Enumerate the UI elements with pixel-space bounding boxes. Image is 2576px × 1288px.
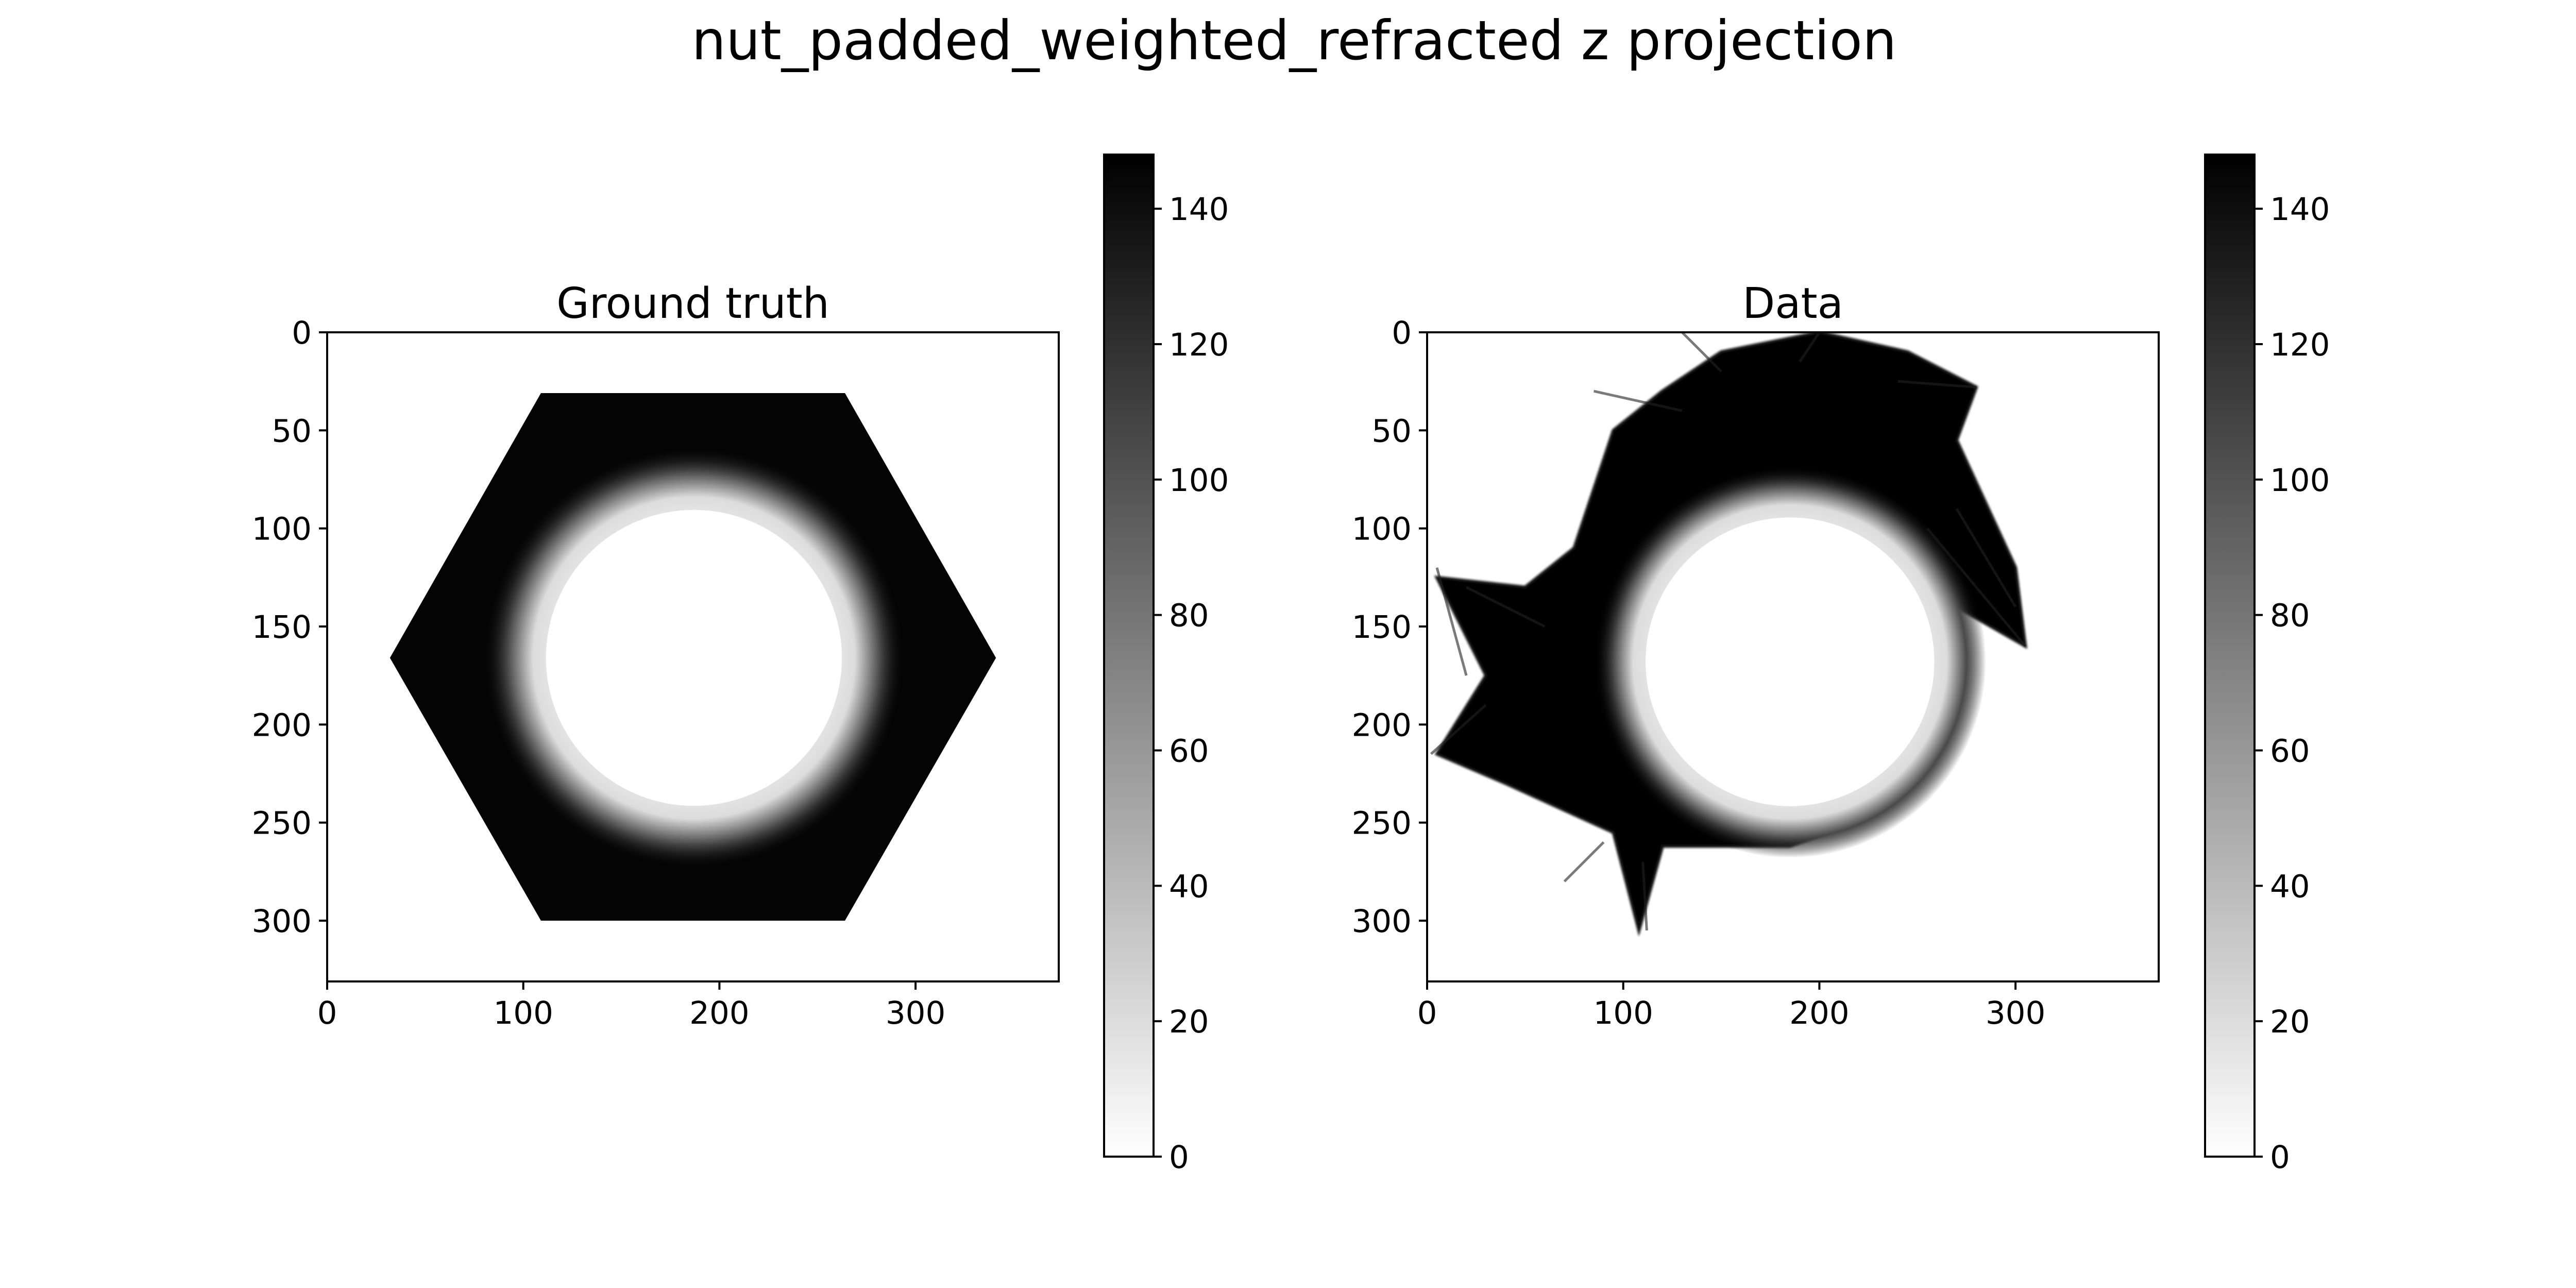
colorbar-tick-label: 40: [2270, 868, 2310, 905]
heatmap-image: [389, 393, 996, 921]
figure-title: nut_padded_weighted_refracted z projecti…: [692, 9, 1897, 72]
colorbar-tick-label: 120: [2270, 327, 2330, 363]
x-tick-label: 300: [886, 995, 945, 1031]
streak-artifact: [1466, 586, 1546, 628]
streak-artifact: [1563, 841, 1605, 883]
y-tick-label: 0: [292, 315, 312, 351]
streak-artifact: [1955, 508, 2017, 608]
colorbar-frame: [1103, 154, 1155, 1158]
x-tick-label: 200: [689, 995, 749, 1031]
ground-truth-colorbar: 0 20 40 60 80 100 120 140: [1103, 154, 1229, 1176]
streak-artifact: [1897, 380, 1977, 389]
y-tick-label: 200: [1352, 707, 1412, 743]
x-tick-label: 200: [1789, 995, 1849, 1031]
axes-frame: [1426, 331, 2160, 982]
x-tick-label: 100: [1593, 995, 1653, 1031]
x-tick-label: 100: [493, 995, 553, 1031]
y-tick-label: 100: [252, 511, 312, 548]
streak-artifact: [1681, 332, 1722, 372]
colorbar-tick-label: 60: [2270, 733, 2310, 769]
colorbar-tick-label: 80: [1169, 598, 1209, 634]
x-tick-label: 0: [1417, 995, 1437, 1031]
colorbar-tick-label: 140: [1169, 191, 1229, 228]
y-tick-label: 100: [1352, 511, 1412, 548]
colorbar-tick-label: 100: [2270, 462, 2330, 499]
streak-artifact: [1641, 861, 1648, 931]
colorbar-tick-label: 80: [2270, 598, 2310, 634]
x-tick-label: 0: [317, 995, 337, 1031]
streak-artifact: [1430, 704, 1487, 755]
y-tick-label: 150: [252, 609, 312, 646]
panel-title: Data: [1742, 279, 1843, 328]
hole-center: [546, 510, 842, 806]
colorbar-tick-label: 100: [1169, 462, 1229, 499]
panel-title: Ground truth: [556, 279, 829, 328]
axes-frame: [326, 331, 1060, 982]
data-panel: Data 0 100 200 300 0 50 100 150 200 250 300: [1352, 279, 2160, 1031]
y-tick-label: 0: [1392, 315, 1412, 351]
colorbar-tick-label: 140: [2270, 191, 2330, 228]
y-tick-label: 150: [1352, 609, 1412, 646]
y-tick-label: 200: [252, 707, 312, 743]
y-tick-label: 300: [252, 903, 312, 940]
streak-artifact: [1594, 389, 1683, 412]
ground-truth-panel: Ground truth 0 100 200 300 0 50 100 150 200 250 300: [252, 279, 1060, 1031]
colorbar-tick-label: 40: [1169, 868, 1209, 905]
hole-center: [1646, 517, 1935, 806]
y-tick-label: 250: [252, 805, 312, 842]
colorbar-tick-label: 0: [1169, 1139, 1189, 1176]
colorbar-tick-label: 20: [2270, 1004, 2310, 1040]
colorbar-tick-label: 120: [1169, 327, 1229, 363]
y-tick-label: 300: [1352, 903, 1412, 940]
y-tick-label: 50: [1371, 413, 1412, 449]
colorbar-tick-label: 0: [2270, 1139, 2290, 1176]
colorbar-tick-label: 60: [1169, 733, 1209, 769]
colorbar-gradient: [1104, 155, 1154, 1157]
heatmap-image: [1430, 332, 2027, 937]
streak-artifact: [1799, 332, 1821, 363]
data-colorbar: 0 20 40 60 80 100 120 140: [2204, 154, 2330, 1176]
colorbar-gradient: [2205, 155, 2255, 1157]
y-tick-label: 50: [272, 413, 312, 449]
y-tick-label: 250: [1352, 805, 1412, 842]
streak-artifact: [1435, 567, 1468, 676]
x-tick-label: 300: [1986, 995, 2045, 1031]
colorbar-tick-label: 20: [1169, 1004, 1209, 1040]
colorbar-frame: [2204, 154, 2256, 1158]
